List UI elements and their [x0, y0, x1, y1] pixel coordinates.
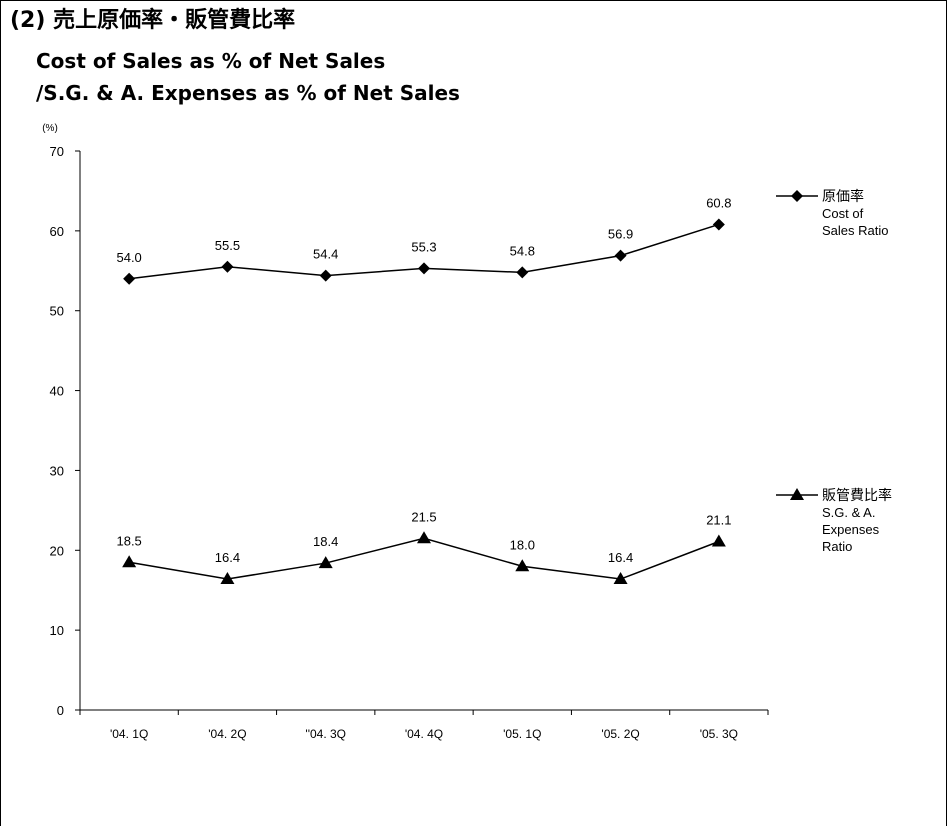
y-tick-label: 30	[50, 463, 64, 478]
data-point-triangle	[711, 534, 726, 547]
data-point-triangle	[122, 555, 137, 568]
legend-marker-diamond	[791, 190, 803, 202]
legend-label: S.G. & A.	[822, 505, 875, 520]
data-label: 18.0	[510, 537, 535, 552]
x-tick-label: '05. 2Q	[601, 727, 639, 741]
x-tick-label: '05. 3Q	[700, 727, 738, 741]
data-label: 21.5	[411, 509, 436, 524]
data-point-diamond	[614, 249, 627, 262]
data-label: 16.4	[215, 550, 240, 565]
chart-subtitle-sga: /S.G. & A. Expenses as % of Net Sales	[36, 81, 460, 105]
data-label: 55.5	[215, 238, 240, 253]
legend-label: 原価率	[822, 188, 864, 204]
data-point-diamond	[221, 260, 234, 273]
y-unit-label: (%)	[42, 123, 58, 134]
chart-title-jp: (2) 売上原価率・販管費比率	[10, 8, 296, 33]
y-tick-label: 40	[50, 384, 64, 399]
data-label: 18.5	[116, 533, 141, 548]
y-tick-label: 10	[50, 623, 64, 638]
x-tick-label: '05. 1Q	[503, 727, 541, 741]
chart-subtitle-cost: Cost of Sales as % of Net Sales	[36, 49, 386, 73]
y-tick-label: 20	[50, 543, 64, 558]
data-point-diamond	[418, 262, 430, 275]
legend-label: Expenses	[822, 522, 880, 537]
data-point-diamond	[319, 269, 332, 282]
data-point-diamond	[516, 266, 529, 279]
x-tick-label: '04. 4Q	[405, 727, 443, 741]
legend-label: Ratio	[822, 539, 852, 554]
data-label: 54.8	[510, 243, 535, 258]
data-point-diamond	[123, 272, 136, 285]
y-tick-label: 60	[50, 224, 64, 239]
data-point-triangle	[220, 572, 235, 585]
x-tick-label: ''04. 3Q	[305, 727, 346, 741]
data-label: 60.8	[706, 195, 731, 210]
data-label: 54.4	[313, 247, 338, 262]
data-label: 18.4	[313, 534, 338, 549]
data-point-triangle	[318, 556, 333, 569]
data-label: 21.1	[706, 513, 731, 528]
legend-label: 販管費比率	[822, 487, 892, 503]
data-point-triangle	[417, 531, 431, 544]
data-label: 55.3	[411, 239, 436, 254]
x-tick-label: '04. 2Q	[208, 727, 246, 741]
legend-label: Sales Ratio	[822, 223, 888, 238]
data-label: 56.9	[608, 227, 633, 242]
legend-marker-triangle	[790, 488, 804, 500]
y-tick-label: 50	[50, 304, 64, 319]
data-point-triangle	[613, 572, 628, 585]
data-label: 54.0	[116, 250, 141, 265]
legend-label: Cost of	[822, 206, 864, 221]
data-point-diamond	[712, 218, 725, 231]
data-label: 16.4	[608, 550, 633, 565]
data-point-triangle	[515, 559, 530, 572]
y-tick-label: 0	[57, 703, 64, 718]
x-tick-label: '04. 1Q	[110, 727, 148, 741]
y-tick-label: 70	[50, 144, 64, 159]
